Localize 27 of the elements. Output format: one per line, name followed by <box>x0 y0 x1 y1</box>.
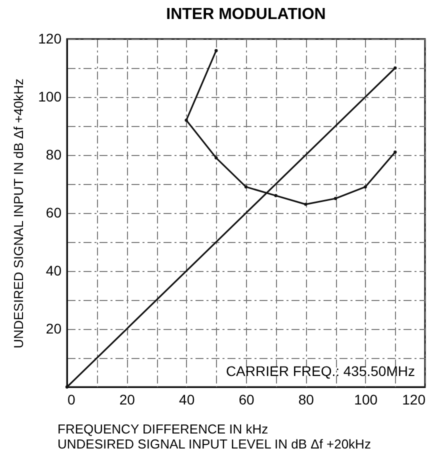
x-tick-label: 60 <box>238 392 254 408</box>
point <box>364 185 367 188</box>
point <box>394 66 397 70</box>
point <box>214 49 218 52</box>
y-tick-label: 20 <box>46 320 62 336</box>
x-tick-label: 80 <box>298 392 314 408</box>
y-tick-label: 100 <box>38 88 62 104</box>
point <box>244 185 248 188</box>
y-tick-label: 60 <box>46 204 62 220</box>
y-tick-label: 80 <box>46 146 62 162</box>
point <box>274 194 278 198</box>
point <box>214 156 218 160</box>
annotation: CARRIER FREQ.: 435.50MHz <box>226 363 415 379</box>
x-tick-label: 100 <box>354 392 378 408</box>
point <box>334 196 338 200</box>
x-tick-label: 120 <box>402 392 426 408</box>
x-axis-title: FREQUENCY DIFFERENCE IN kHz UNDESIRED SIGNAL INPUT LEVEL IN dB Δf +20kHz <box>58 422 371 452</box>
chart-title: INTER MODULATION <box>166 6 326 23</box>
y-tick-label: 40 <box>46 262 62 278</box>
point <box>304 202 308 206</box>
x-tick-label: 0 <box>68 392 76 408</box>
point <box>184 118 188 122</box>
x-tick-label: 20 <box>119 392 136 408</box>
point <box>394 150 397 154</box>
y-tick-label: 120 <box>38 30 62 46</box>
y-axis-title: UNDESIRED SIGNAL INPUT IN dB Δf +40kHz <box>11 78 26 348</box>
x-tick-label: 40 <box>179 392 195 408</box>
